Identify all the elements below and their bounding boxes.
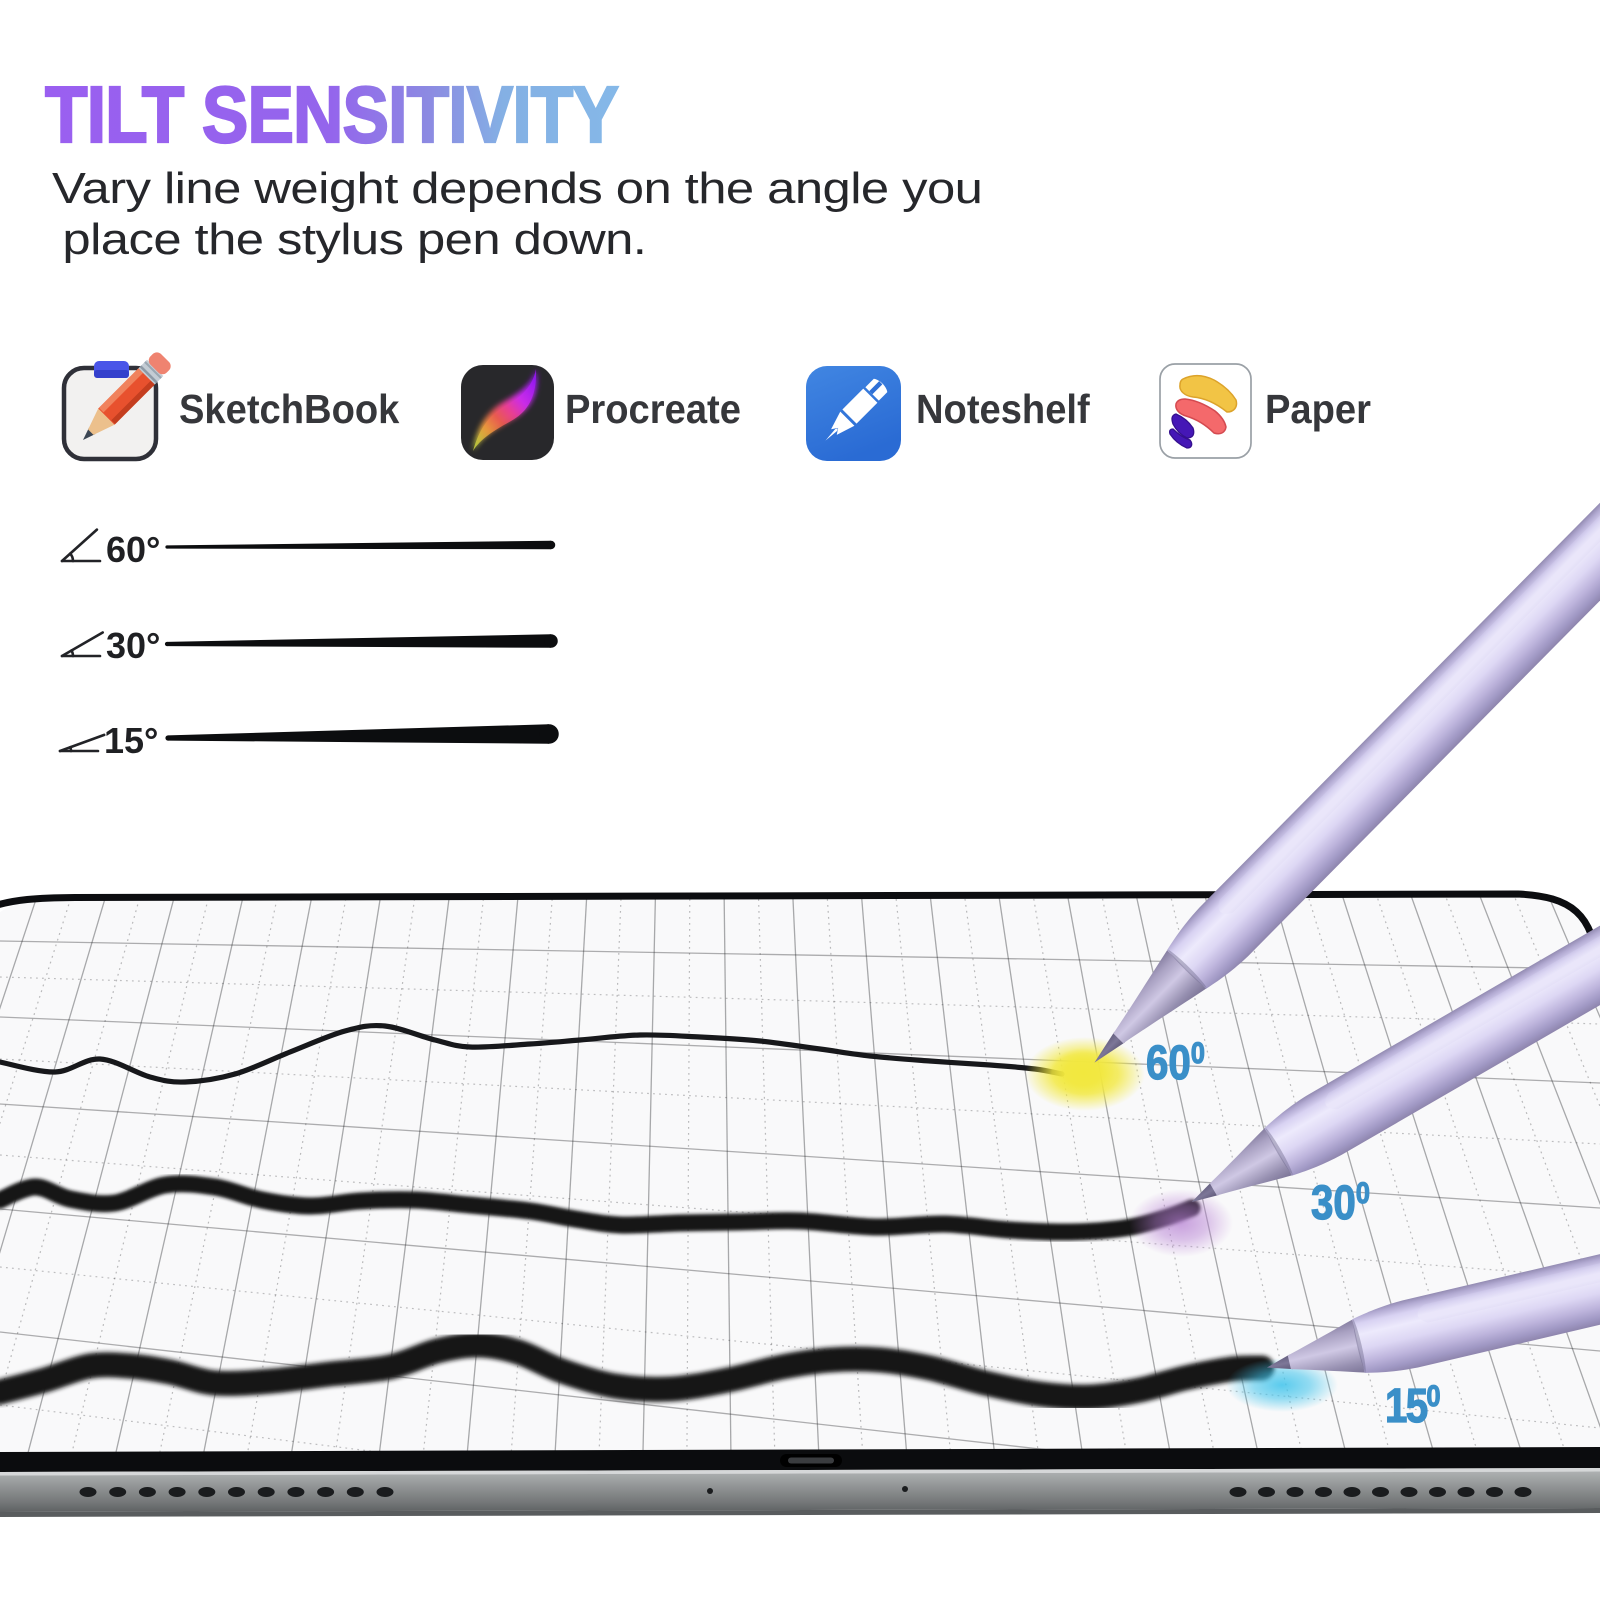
svg-text:30°: 30° [106,625,160,666]
svg-text:15°: 15° [104,720,158,761]
svg-text:60°: 60° [106,529,160,570]
svg-text:TILT SENSITIVITY: TILT SENSITIVITY [45,69,618,159]
